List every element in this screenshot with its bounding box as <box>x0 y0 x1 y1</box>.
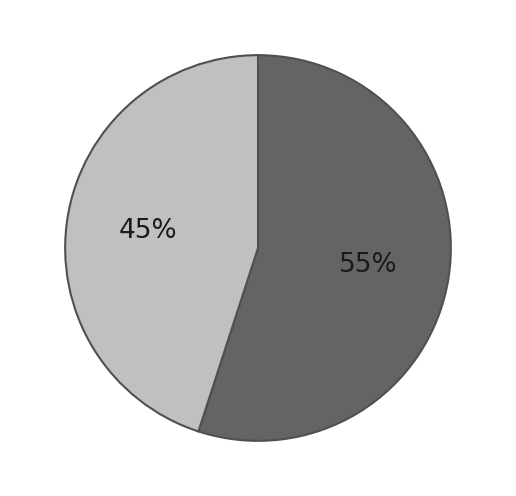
Text: 45%: 45% <box>118 218 177 244</box>
Text: 55%: 55% <box>339 252 398 278</box>
Wedge shape <box>65 55 258 432</box>
Wedge shape <box>199 55 451 441</box>
